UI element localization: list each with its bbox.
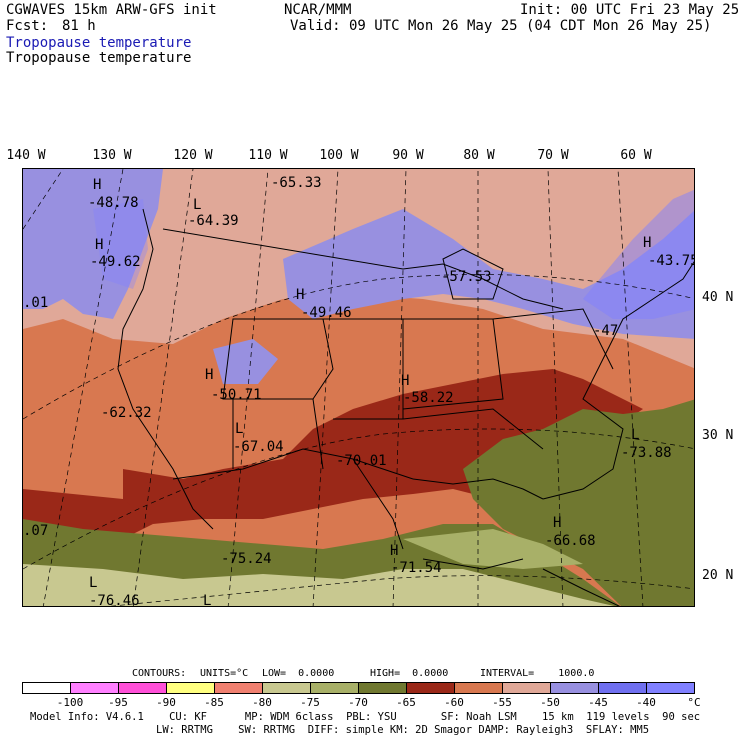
lon-label: 110 W (248, 148, 288, 163)
map-label-type: L (203, 593, 211, 607)
contours-low: LOW= 0.0000 (262, 668, 335, 679)
map-label-value: -62.32 (101, 405, 152, 421)
lat-label: 40 N (702, 290, 734, 305)
map-label-value: -71.54 (391, 560, 442, 576)
model-info-line2: LW: RRTMG SW: RRTMG DIFF: simple KM: 2D … (156, 724, 650, 736)
contours-label: CONTOURS: (132, 668, 187, 679)
lat-label: 20 N (702, 568, 734, 583)
colorbar-tick: -90 (156, 696, 176, 709)
map-label-value: -66.68 (545, 533, 596, 549)
colorbar-tick: -80 (252, 696, 272, 709)
lon-label: 120 W (173, 148, 213, 163)
tropopause-temperature-map: H -48.78 H -49.62 L -64.39 -65.33 H -49.… (22, 168, 695, 607)
forecast-label: Fcst: (6, 18, 49, 34)
colorbar-swatch (215, 683, 263, 693)
map-label-value: -49.46 (301, 305, 352, 321)
map-label-type: L (89, 575, 97, 591)
colorbar-swatch (599, 683, 647, 693)
map-label-type: H (205, 367, 213, 383)
map-label-type: H (401, 373, 409, 389)
map-label-value: -65.33 (271, 175, 322, 191)
map-label-value: -75.24 (221, 551, 272, 567)
colorbar-tick: -70 (348, 696, 368, 709)
map-label-value: -67.04 (233, 439, 284, 455)
colorbar (22, 682, 695, 694)
lon-label: 100 W (319, 148, 359, 163)
colorbar-tick: -75 (300, 696, 320, 709)
map-label-type: L (631, 427, 639, 443)
colorbar-swatch (647, 683, 694, 693)
map-label-type: L (193, 197, 201, 213)
map-label-value: -48.78 (88, 195, 139, 211)
colorbar-swatch (23, 683, 71, 693)
colorbar-swatch (263, 683, 311, 693)
valid-time: Valid: 09 UTC Mon 26 May 25 (04 CDT Mon … (290, 18, 712, 34)
contours-interval: INTERVAL= 1000.0 (480, 668, 595, 679)
colorbar-tick: -65 (396, 696, 416, 709)
model-title: CGWAVES 15km ARW-GFS init (6, 2, 217, 18)
map-label-value: -58.22 (403, 390, 454, 406)
field-title: Tropopause temperature (6, 50, 192, 66)
map-label-type: H (643, 235, 651, 251)
lat-label: 30 N (702, 428, 734, 443)
colorbar-swatch (551, 683, 599, 693)
colorbar-tick: -85 (204, 696, 224, 709)
map-label-type: H (93, 177, 101, 193)
colorbar-tick: -40 (636, 696, 656, 709)
map-label-value: -76.46 (89, 593, 140, 607)
map-label-type: H (296, 287, 304, 303)
lon-label: 90 W (392, 148, 424, 163)
map-label-type: L (235, 421, 243, 437)
map-label-value: -50.71 (211, 387, 262, 403)
map-label-type: H (390, 543, 398, 559)
colorbar-swatch (311, 683, 359, 693)
lon-label: 80 W (463, 148, 495, 163)
forecast-hours: 81 h (62, 18, 96, 34)
colorbar-tick: -55 (492, 696, 512, 709)
colorbar-tick: -95 (108, 696, 128, 709)
map-label-value: -57.53 (441, 269, 492, 285)
colorbar-swatch (359, 683, 407, 693)
field-title-blue: Tropopause temperature (6, 35, 192, 51)
lon-label: 70 W (537, 148, 569, 163)
map-label-type: H (95, 237, 103, 253)
colorbar-tick: -100 (56, 696, 84, 709)
contours-high: HIGH= 0.0000 (370, 668, 449, 679)
contours-units: UNITS=°C (200, 668, 249, 679)
colorbar-swatch (167, 683, 215, 693)
lon-label: 60 W (620, 148, 652, 163)
colorbar-swatch (71, 683, 119, 693)
colorbar-unit: °C (687, 696, 701, 709)
model-info-line1: Model Info: V4.6.1 CU: KF MP: WDM 6class… (30, 711, 701, 723)
map-label-value: -49.62 (90, 254, 141, 270)
map-label-value: -73.88 (621, 445, 672, 461)
map-label-type: H (553, 515, 561, 531)
colorbar-swatch (455, 683, 503, 693)
map-label-value: .01 (23, 295, 48, 311)
lon-label: 140 W (6, 148, 46, 163)
lon-label: 130 W (92, 148, 132, 163)
colorbar-tick: -45 (588, 696, 608, 709)
colorbar-tick: -60 (444, 696, 464, 709)
colorbar-swatch (503, 683, 551, 693)
colorbar-tick: -50 (540, 696, 560, 709)
init-time: Init: 00 UTC Fri 23 May 25 (520, 2, 740, 18)
center-name: NCAR/MMM (284, 2, 352, 18)
colorbar-swatch (407, 683, 455, 693)
map-label-value: .07 (23, 523, 48, 539)
map-label-value: -64.39 (188, 213, 239, 229)
map-label-value: -70.01 (336, 453, 387, 469)
colorbar-swatch (119, 683, 167, 693)
map-label-value: -47 (593, 323, 618, 339)
map-label-value: -43.75 (648, 253, 695, 269)
